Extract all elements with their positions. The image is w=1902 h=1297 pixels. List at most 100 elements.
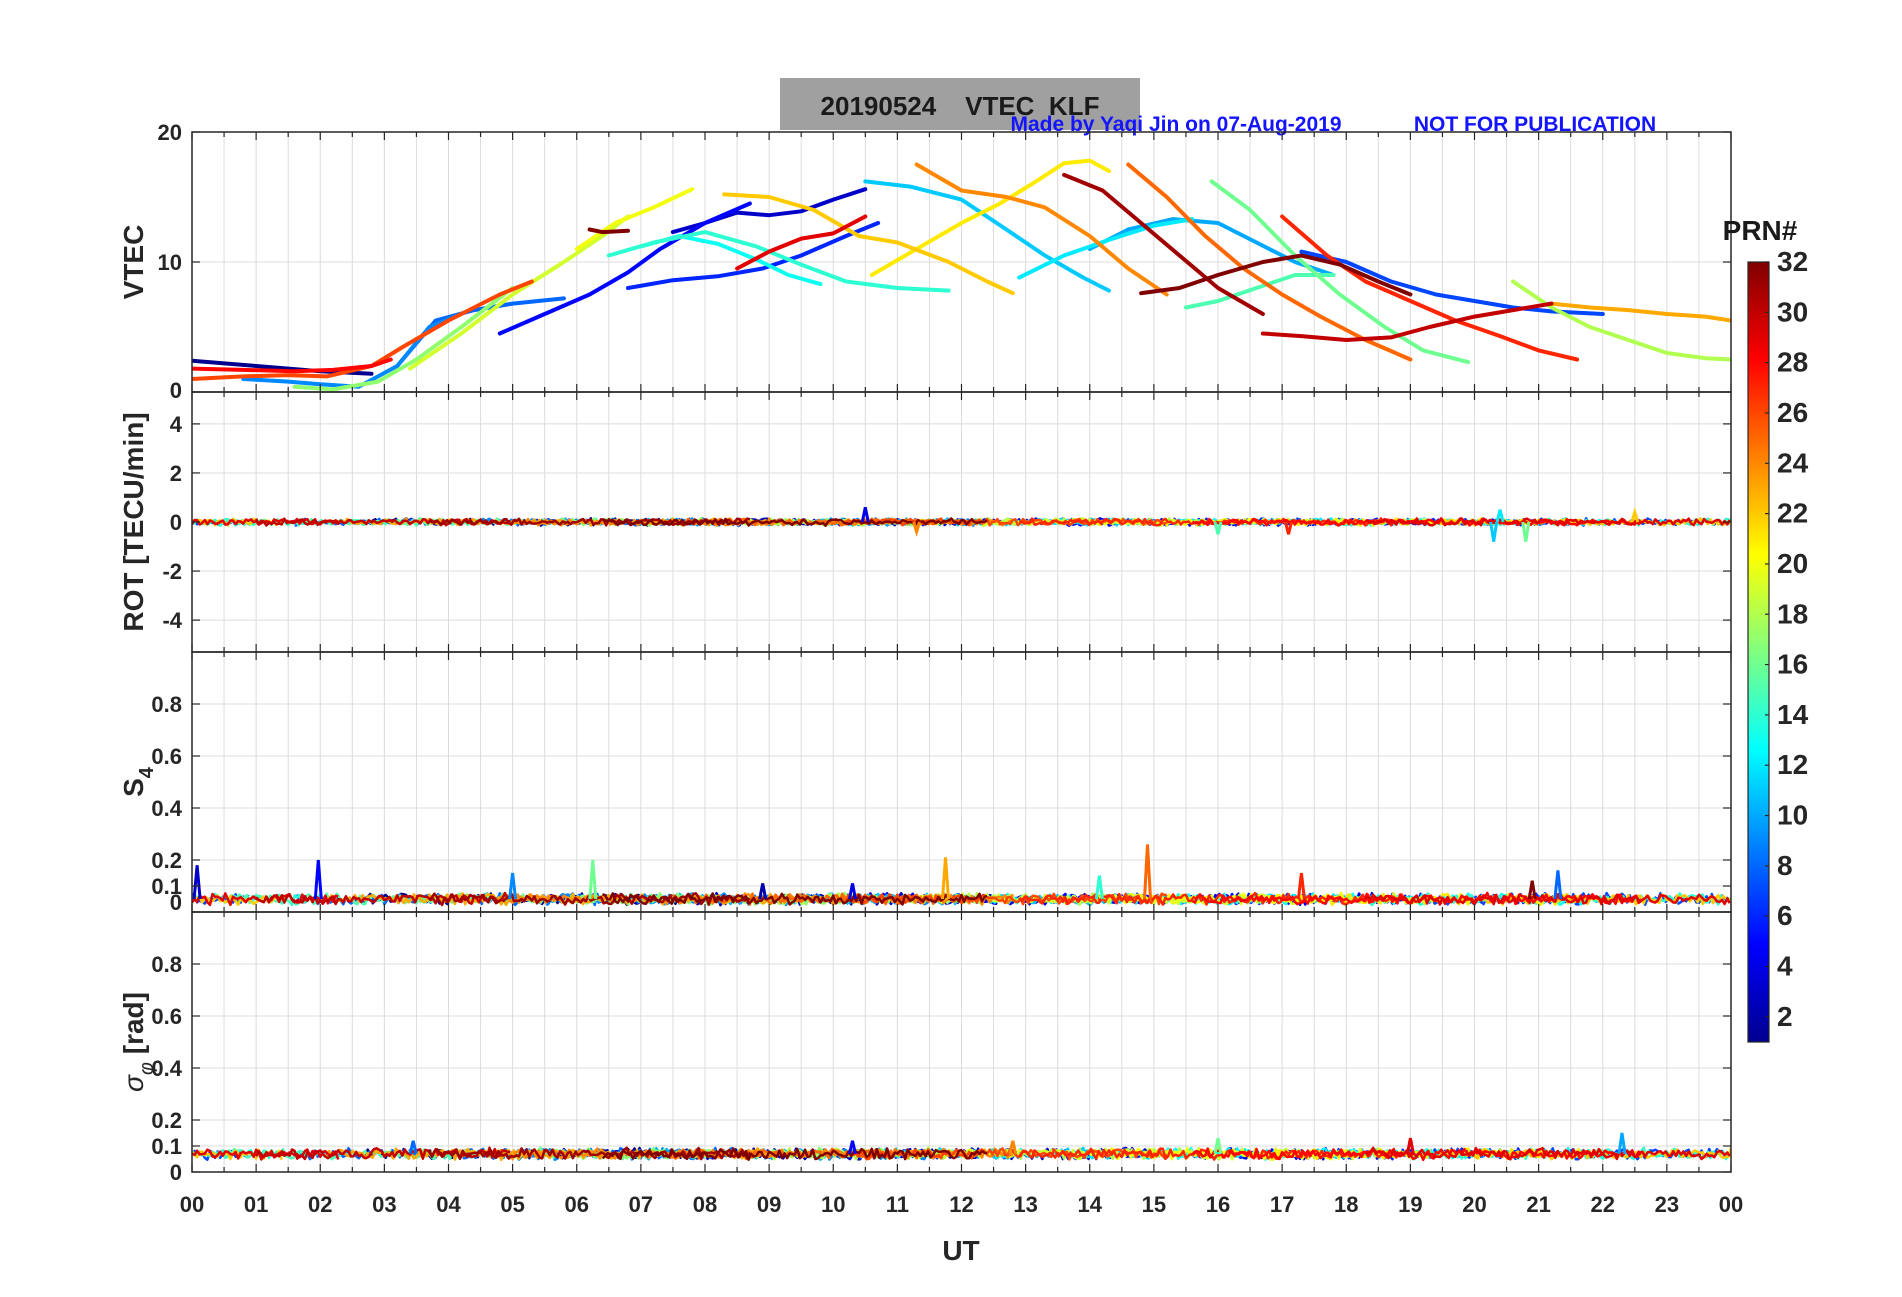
y-tick-label: 0.6 [151, 1004, 182, 1029]
y-tick-label: 0.2 [151, 848, 182, 873]
noise-trace-prn-29 [1364, 1146, 1731, 1161]
spike-prn-16 [588, 859, 598, 900]
colorbar-tick-label: 10 [1777, 800, 1808, 831]
x-tick-label: 04 [436, 1192, 461, 1217]
x-axis-label: UT [942, 1235, 979, 1266]
y-tick-label: 0.4 [151, 1056, 182, 1081]
noise-trace-prn-32 [601, 517, 988, 527]
noise-trace-prn-32 [601, 1147, 988, 1161]
x-tick-label: 12 [949, 1192, 973, 1217]
spike-prn-27 [1296, 872, 1306, 900]
spike-prn-5 [313, 859, 323, 900]
y-axis-label-subscript: 4 [136, 766, 158, 778]
colorbar-tick-label: 30 [1777, 296, 1808, 327]
x-tick-label: 16 [1206, 1192, 1230, 1217]
y-axis-label-vtec: VTEC [118, 225, 149, 300]
vtec-trace-prn-11 [863, 179, 1111, 293]
noise-trace-prn-32 [601, 892, 988, 906]
vtec-trace-prn-17 [292, 286, 515, 392]
y-tick-label: 20 [158, 120, 182, 145]
vtec-trace-prn-28 [192, 357, 393, 374]
x-tick-label: 14 [1078, 1192, 1103, 1217]
x-tick-label: 19 [1398, 1192, 1422, 1217]
spike-prn-27 [1284, 521, 1293, 535]
spike-prn-24 [1008, 1140, 1018, 1155]
spike-prn-23 [941, 857, 950, 900]
colorbar-tick-label: 26 [1777, 397, 1808, 428]
y-tick-label: 4 [170, 412, 183, 437]
vtec-trace-prn-6 [626, 221, 881, 290]
x-tick-label: 07 [629, 1192, 653, 1217]
vtec-trace-prn-15 [1183, 273, 1336, 310]
y-tick-label: 0.4 [151, 796, 182, 821]
y-tick-label: 0 [170, 890, 182, 915]
spike-prn-4 [860, 507, 870, 523]
vtec-trace-prn-30 [1260, 301, 1554, 342]
panel-s4: 00.10.2 0.4 0.6 0.8 S4 [118, 651, 1732, 915]
panel-data-sigma [192, 1132, 1731, 1162]
x-tick-label: 03 [372, 1192, 396, 1217]
x-tick-label: 13 [1013, 1192, 1037, 1217]
spike-prn-25 [1143, 844, 1152, 900]
spike-prn-3 [192, 865, 202, 900]
colorbar-tick-label: 16 [1777, 649, 1808, 680]
colorbar-tick-label: 24 [1777, 447, 1809, 478]
vtec-trace-prn-29 [735, 214, 868, 271]
colorbar-tick-label: 22 [1777, 498, 1808, 529]
colorbar-tick-label: 28 [1777, 347, 1808, 378]
y-axis-label-phi: φ [136, 1062, 158, 1075]
x-axis: 00 01 02 03 04 05 06 07 08 09 10 11 12 13 14 15 16 17 18 19… [180, 1192, 1743, 1217]
x-tick-label: 08 [693, 1192, 717, 1217]
colorbar-tick-label: 14 [1777, 699, 1809, 730]
y-tick-label: 0.2 [151, 1108, 182, 1133]
noise-trace-prn-20 [1089, 1146, 1347, 1161]
spike-prn-14 [1094, 875, 1104, 900]
vtec-trace-prn-7 [1299, 249, 1605, 316]
vtec-trace-prn-18 [1511, 279, 1731, 362]
x-tick-label: 17 [1270, 1192, 1294, 1217]
spike-prn-11 [1489, 521, 1499, 542]
panel-rot: 4 2 0 -2 -4 ROT [TECU/min] [118, 391, 1732, 653]
colorbar-gradient [1747, 261, 1770, 1043]
panel-data-s4 [192, 844, 1731, 907]
spike-prn-10 [1617, 1132, 1627, 1155]
colorbar-tick-label: 18 [1777, 598, 1808, 629]
y-tick-label: 0.8 [151, 952, 182, 977]
vtec-trace-prn-31 [1062, 172, 1265, 316]
noise-trace-prn-28 [1191, 891, 1643, 906]
vtec-trace-prn-22 [722, 192, 1015, 296]
vtec-trace-prn-32 [587, 227, 1413, 297]
spike-prn-9 [508, 872, 518, 900]
colorbar-tick-label: 8 [1777, 850, 1793, 881]
vtec-trace-prn-21 [869, 158, 1111, 277]
spike-prn-15 [1213, 521, 1223, 535]
y-axis-label-s4: S4 [118, 766, 158, 797]
y-tick-label: 0.1 [151, 874, 182, 899]
y-tick-label: 0 [170, 510, 182, 535]
vtec-trace-prn-10 [1087, 217, 1336, 277]
x-tick-label: 06 [565, 1192, 589, 1217]
spike-prn-22 [1630, 507, 1640, 523]
x-tick-label: 11 [886, 1192, 909, 1217]
spike-prn-16 [1521, 521, 1531, 542]
spike-prn-4 [848, 883, 857, 900]
x-tick-label: 10 [821, 1192, 845, 1217]
y-tick-label: 2 [170, 461, 182, 486]
notice-text: NOT FOR PUBLICATION [1414, 113, 1656, 136]
y-tick-label: -4 [162, 608, 182, 633]
x-tick-label: 15 [1142, 1192, 1166, 1217]
x-tick-label: 01 [244, 1192, 268, 1217]
y-tick-label: -2 [162, 559, 182, 584]
spike-prn-8 [1553, 870, 1563, 900]
vtec-trace-prn-24 [914, 162, 1169, 297]
credit-text: Made by Yaqi Jin on 07-Aug-2019 [1010, 113, 1341, 136]
y-tick-label: 0 [170, 378, 182, 403]
noise-trace-prn-28 [1191, 517, 1642, 527]
noise-trace-prn-31 [428, 1146, 752, 1161]
x-tick-label: 00 [180, 1192, 204, 1217]
colorbar-tick-label: 32 [1777, 246, 1808, 277]
